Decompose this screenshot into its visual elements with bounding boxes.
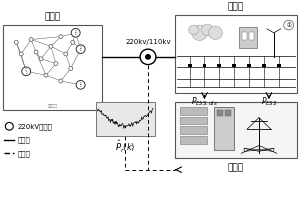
Circle shape — [64, 52, 68, 56]
Bar — [218, 110, 223, 116]
Circle shape — [71, 28, 80, 37]
Bar — [188, 64, 192, 67]
Text: 变电
站: 变电 站 — [80, 83, 82, 87]
Bar — [214, 107, 234, 150]
Circle shape — [59, 79, 63, 83]
Circle shape — [284, 20, 294, 30]
Text: 变电
站: 变电 站 — [80, 47, 82, 51]
Circle shape — [39, 57, 43, 61]
Circle shape — [69, 67, 73, 70]
Circle shape — [34, 50, 38, 54]
Bar — [225, 110, 231, 116]
Circle shape — [76, 80, 85, 89]
Text: 储能站: 储能站 — [228, 163, 244, 172]
Circle shape — [19, 52, 23, 56]
Circle shape — [5, 122, 13, 130]
Bar — [262, 64, 266, 67]
Circle shape — [29, 38, 33, 41]
Circle shape — [140, 49, 156, 65]
Bar — [247, 64, 251, 67]
Text: 主网络图: 主网络图 — [48, 104, 58, 108]
Text: 配电网: 配电网 — [228, 3, 244, 12]
Circle shape — [44, 73, 48, 77]
Bar — [180, 126, 208, 134]
Bar — [175, 102, 297, 158]
Bar — [180, 117, 208, 124]
Bar — [249, 32, 254, 40]
Circle shape — [54, 62, 58, 66]
Bar — [242, 32, 247, 40]
Bar — [180, 136, 208, 144]
Circle shape — [71, 40, 75, 44]
Bar — [232, 64, 236, 67]
Text: 220kV变电站: 220kV变电站 — [17, 123, 52, 130]
Text: 功率流: 功率流 — [17, 136, 30, 143]
Bar — [175, 15, 297, 93]
Text: 变电
站: 变电 站 — [25, 69, 27, 74]
Text: $P_{ESS.dis}$: $P_{ESS.dis}$ — [191, 95, 218, 108]
Bar — [218, 64, 221, 67]
Circle shape — [59, 35, 63, 39]
Circle shape — [49, 44, 53, 48]
Circle shape — [192, 25, 208, 40]
Circle shape — [14, 40, 18, 44]
Text: $P_{ESS}$: $P_{ESS}$ — [261, 95, 277, 108]
Text: $\hat{P}_r(k)$: $\hat{P}_r(k)$ — [115, 139, 136, 155]
Bar — [239, 27, 257, 48]
Circle shape — [76, 45, 85, 53]
Text: 主电网: 主电网 — [45, 12, 61, 21]
Circle shape — [189, 25, 199, 35]
Text: ①: ① — [286, 23, 291, 28]
Bar — [277, 64, 281, 67]
Circle shape — [202, 24, 213, 36]
Bar — [180, 107, 208, 115]
Circle shape — [145, 54, 151, 60]
Bar — [95, 102, 155, 136]
Circle shape — [22, 67, 31, 76]
Text: 变电
站: 变电 站 — [74, 30, 77, 35]
Text: 信息流: 信息流 — [17, 150, 30, 157]
Bar — [202, 64, 206, 67]
Text: 220kv/110kv: 220kv/110kv — [125, 39, 171, 45]
Circle shape — [208, 26, 222, 40]
Bar — [3, 25, 102, 110]
